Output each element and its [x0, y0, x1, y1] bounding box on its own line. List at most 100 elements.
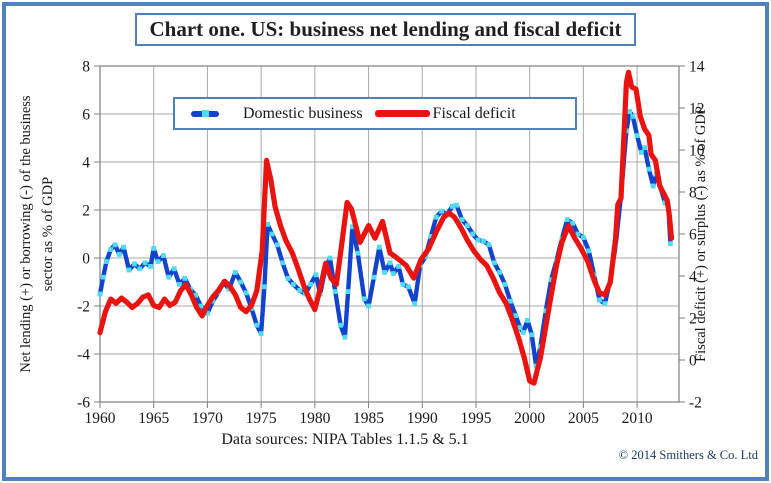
series-marker [177, 282, 182, 287]
series-marker [350, 224, 355, 230]
right-tick-label: -2 [689, 395, 702, 412]
series-marker [575, 231, 581, 237]
series-marker [642, 145, 648, 150]
series-marker [108, 247, 114, 252]
legend-item-domestic-business: Domestic business [191, 105, 363, 123]
domestic-business-line-sample [191, 110, 219, 117]
series-marker [332, 289, 338, 294]
series-marker [602, 301, 608, 306]
x-tick-label: 1970 [192, 410, 223, 427]
series-marker [116, 252, 122, 257]
x-tick-label: 2000 [514, 410, 545, 427]
series-marker [382, 270, 388, 275]
series-marker [100, 274, 106, 280]
series-marker [502, 282, 508, 287]
series-marker [290, 282, 296, 287]
series-marker [366, 303, 371, 309]
series-marker [449, 204, 455, 209]
right-tick-label: 14 [689, 59, 705, 76]
series-marker [131, 261, 137, 267]
series-marker [261, 284, 267, 290]
right-tick-label: 2 [689, 311, 697, 328]
series-marker [160, 253, 166, 258]
series-marker [371, 274, 377, 280]
x-tick-label: 1980 [299, 410, 330, 427]
series-marker [627, 109, 632, 114]
legend: Domestic business Fiscal deficit [173, 97, 577, 130]
series-marker [634, 133, 640, 138]
series-marker [361, 296, 367, 302]
series-marker [285, 276, 291, 281]
series-marker [564, 217, 570, 222]
series-marker [459, 217, 465, 222]
series-marker [548, 277, 554, 282]
legend-item-fiscal-deficit: Fiscal deficit [363, 105, 516, 123]
series-marker [345, 289, 351, 294]
series-marker [121, 244, 127, 250]
right-tick-label: 6 [689, 227, 697, 244]
series-marker [193, 292, 199, 298]
series-marker [112, 242, 118, 248]
series-marker [520, 330, 526, 335]
left-tick-label: 4 [82, 155, 90, 172]
series-marker [513, 313, 519, 318]
series-marker [517, 325, 523, 330]
series-marker [433, 214, 439, 220]
series-marker [481, 238, 486, 244]
x-tick-label: 1995 [460, 410, 491, 427]
series-marker [428, 234, 434, 239]
left-tick-label: 8 [82, 59, 90, 76]
x-tick-label: 2005 [568, 410, 599, 427]
x-tick-label: 2010 [622, 410, 653, 427]
series-marker [525, 318, 530, 323]
left-axis-title-line1: Net lending (+) or borrowing (-) of the … [18, 95, 34, 373]
series-marker [668, 241, 673, 246]
series-marker [387, 260, 393, 266]
series-marker [151, 246, 157, 251]
chart-title: Chart one. US: business net lending and … [134, 13, 637, 46]
left-tick-label: 0 [82, 251, 90, 268]
right-tick-label: 10 [689, 143, 705, 160]
series-marker [580, 235, 586, 240]
right-tick-label: 8 [689, 185, 697, 202]
series-marker [327, 255, 333, 261]
series-marker [198, 303, 204, 309]
series-marker [142, 260, 148, 266]
left-tick-label: -2 [77, 299, 90, 316]
left-axis-title-line2: sector as % of GDP [39, 176, 56, 292]
marker-swatch [201, 110, 209, 117]
series-marker [355, 250, 361, 256]
series-marker [390, 271, 396, 276]
series-marker [338, 322, 344, 328]
legend-label-domestic-business: Domestic business [243, 104, 363, 122]
series-marker [507, 298, 513, 304]
x-tick-label: 1990 [407, 410, 438, 427]
series-marker [529, 332, 535, 338]
series-marker [308, 282, 313, 287]
legend-label-fiscal-deficit: Fiscal deficit [432, 104, 516, 122]
series-marker [342, 334, 348, 340]
x-tick-label: 1960 [85, 410, 116, 427]
series-marker [470, 231, 476, 237]
series-marker [486, 242, 492, 248]
x-tick-label: 1985 [353, 410, 384, 427]
series-marker [104, 259, 109, 264]
x-tick-label: 1965 [138, 410, 169, 427]
series-marker [258, 331, 264, 336]
right-axis-title: Fiscal deficit (+) or surplus (-) as % o… [693, 106, 709, 362]
series-marker [166, 274, 172, 280]
series-marker [376, 244, 382, 250]
series-marker [475, 237, 481, 243]
series-marker [171, 266, 177, 272]
series-marker [646, 166, 652, 172]
series-marker [265, 222, 270, 227]
left-tick-label: 2 [82, 203, 90, 220]
series-marker [464, 223, 470, 228]
right-tick-label: 12 [689, 101, 705, 118]
series-marker [297, 288, 303, 293]
right-tick-label: 0 [689, 353, 697, 370]
series-marker [630, 114, 636, 119]
series-marker [597, 297, 602, 303]
series-marker [313, 272, 319, 278]
